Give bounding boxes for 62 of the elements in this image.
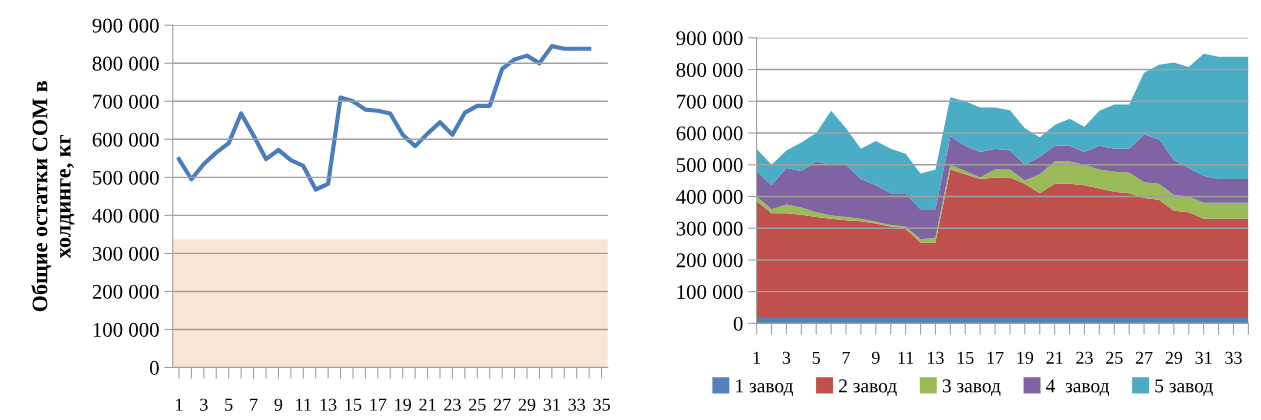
x-tick-label: 17 <box>987 351 1004 364</box>
y-tick-label: 800 000 <box>92 56 159 71</box>
x-tick-label: 13 <box>927 351 944 364</box>
y-tick-label: 300 000 <box>676 221 743 236</box>
legend-label: 2 завод <box>839 379 897 396</box>
y-tick-label: 600 000 <box>92 132 159 147</box>
y-tick-label: 600 000 <box>676 126 743 141</box>
x-tick-label: 33 <box>1225 351 1242 364</box>
x-tick-label: 9 <box>871 351 880 364</box>
y-tick-label: 700 000 <box>93 94 159 109</box>
y-tick-label: 700 000 <box>677 94 743 109</box>
x-tick-label: 11 <box>296 398 311 411</box>
legend-label: 1 завод <box>736 379 794 396</box>
x-tick-label: 1 <box>176 398 183 411</box>
x-tick-label: 1 <box>753 351 761 364</box>
x-tick-label: 31 <box>543 398 560 411</box>
x-tick-label: 23 <box>1076 351 1093 364</box>
legend-label: 3 завод <box>942 379 1001 396</box>
legend-label: 5 завод <box>1155 379 1213 396</box>
y-tick-label: 400 000 <box>92 208 159 223</box>
x-tick-label: 35 <box>593 398 610 411</box>
y-tick-label: 300 000 <box>92 246 159 261</box>
x-tick-label: 19 <box>395 398 411 411</box>
x-tick-label: 33 <box>568 398 586 411</box>
x-tick-label: 29 <box>1165 351 1183 364</box>
y-axis-title: Общие остатки СОМ в холдинге, кг <box>31 81 75 312</box>
x-tick-label: 31 <box>1195 351 1212 364</box>
y-tick-label: 0 <box>149 360 159 375</box>
x-tick-label: 7 <box>250 398 258 411</box>
x-tick-label: 5 <box>812 351 821 364</box>
y-tick-label: 400 000 <box>676 189 743 204</box>
x-tick-label: 13 <box>320 398 337 411</box>
x-tick-label: 27 <box>493 398 511 411</box>
x-tick-label: 21 <box>1046 351 1063 364</box>
x-tick-label: 15 <box>957 351 974 364</box>
y-tick-label: 500 000 <box>93 170 159 185</box>
x-tick-label: 3 <box>200 398 208 411</box>
x-tick-label: 15 <box>345 398 362 411</box>
y-tick-label: 200 000 <box>92 284 159 299</box>
y-tick-label: 900 000 <box>676 31 743 46</box>
y-tick-label: 200 000 <box>676 253 743 268</box>
line-series <box>176 44 592 192</box>
x-tick-label: 5 <box>225 398 233 411</box>
y-tick-label: 0 <box>733 316 743 331</box>
x-tick-label: 23 <box>444 398 461 411</box>
y-tick-label: 500 000 <box>676 158 743 173</box>
y-tick-label: 900 000 <box>92 18 159 33</box>
y-tick-label: 100 000 <box>677 285 743 300</box>
x-tick-label: 3 <box>782 351 791 364</box>
x-tick-label: 29 <box>518 398 536 411</box>
y-tick-label: 800 000 <box>676 62 743 77</box>
x-tick-label: 11 <box>898 351 914 364</box>
x-tick-label: 19 <box>1017 351 1034 364</box>
x-tick-label: 27 <box>1135 351 1153 364</box>
y-tick-label: 100 000 <box>93 322 159 337</box>
legend-label: 4 завод <box>1046 379 1110 396</box>
x-tick-label: 25 <box>469 398 486 411</box>
x-tick-label: 25 <box>1106 351 1123 364</box>
x-tick-label: 17 <box>370 398 387 411</box>
x-tick-label: 7 <box>842 351 851 364</box>
x-tick-label: 9 <box>274 398 283 411</box>
x-tick-label: 21 <box>419 398 436 411</box>
